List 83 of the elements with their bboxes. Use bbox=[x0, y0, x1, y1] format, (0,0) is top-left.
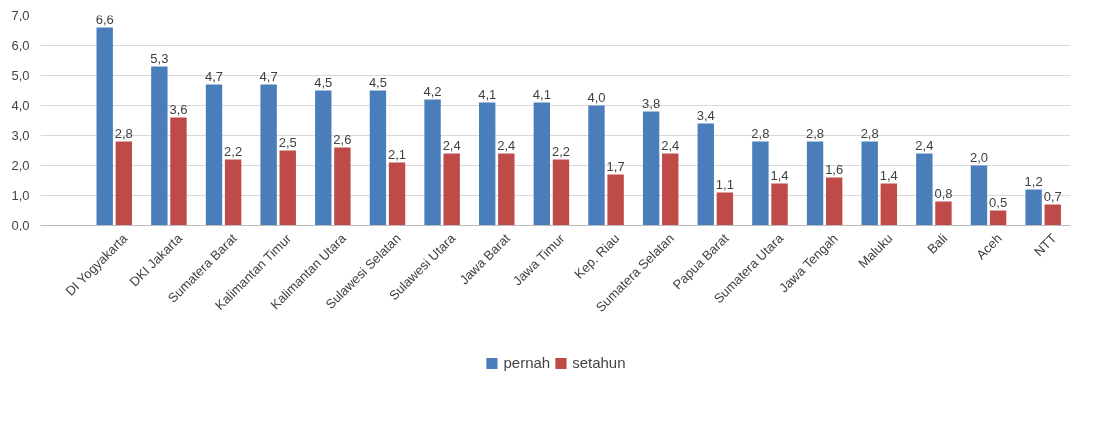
y-tick-label: 5,0 bbox=[11, 68, 30, 83]
bar bbox=[861, 141, 878, 226]
data-label: 2,2 bbox=[224, 143, 243, 159]
bar bbox=[151, 66, 168, 226]
y-tick-label: 7,0 bbox=[11, 8, 30, 23]
data-label: 4,2 bbox=[423, 83, 442, 99]
bar bbox=[1025, 189, 1042, 226]
bar bbox=[224, 159, 242, 226]
bar bbox=[260, 84, 277, 226]
data-label: 1,1 bbox=[715, 176, 734, 192]
data-label: 1,7 bbox=[606, 158, 625, 174]
y-tick-label: 0,0 bbox=[11, 218, 30, 233]
bar bbox=[716, 192, 734, 226]
data-label: 2,8 bbox=[806, 125, 825, 141]
data-label: 3,6 bbox=[169, 101, 188, 117]
y-tick-label: 6,0 bbox=[11, 38, 30, 53]
data-label: 2,6 bbox=[333, 131, 352, 147]
data-label: 4,1 bbox=[532, 86, 551, 102]
data-label: 4,0 bbox=[587, 89, 606, 105]
bar bbox=[334, 147, 351, 226]
data-label: 4,5 bbox=[368, 74, 387, 90]
data-label: 1,6 bbox=[825, 161, 844, 177]
data-label: 4,1 bbox=[478, 86, 497, 102]
data-label: 0,7 bbox=[1043, 188, 1062, 204]
data-label: 1,4 bbox=[770, 167, 789, 183]
bar bbox=[279, 150, 296, 226]
data-label: 1,2 bbox=[1024, 173, 1043, 189]
bar bbox=[424, 99, 441, 226]
bar bbox=[752, 141, 769, 226]
x-tick-label: Kep. Riau bbox=[571, 230, 623, 282]
data-label: 2,8 bbox=[114, 125, 133, 141]
data-label: 0,5 bbox=[989, 194, 1008, 210]
data-label: 2,2 bbox=[551, 143, 571, 159]
data-label: 4,5 bbox=[314, 74, 333, 90]
data-label: 4,7 bbox=[259, 68, 278, 84]
data-label: 3,4 bbox=[696, 107, 715, 123]
bar bbox=[916, 153, 933, 226]
y-tick-label: 4,0 bbox=[11, 98, 30, 113]
bar bbox=[642, 111, 660, 226]
bar bbox=[115, 141, 133, 226]
bar bbox=[607, 174, 624, 226]
bar bbox=[205, 84, 223, 226]
data-label: 3,8 bbox=[642, 95, 661, 111]
bar bbox=[315, 90, 332, 226]
data-label: 2,5 bbox=[278, 134, 297, 150]
bar bbox=[989, 210, 1007, 226]
data-label: 4,7 bbox=[204, 68, 224, 84]
data-label: 2,8 bbox=[860, 125, 879, 141]
bar bbox=[96, 27, 113, 226]
legend-label: pernah bbox=[503, 354, 551, 371]
bar bbox=[533, 102, 551, 226]
bar bbox=[170, 117, 187, 226]
bar bbox=[388, 162, 406, 226]
bar bbox=[479, 102, 496, 226]
bar bbox=[697, 123, 714, 226]
data-label: 2,4 bbox=[497, 137, 516, 153]
y-tick-label: 2,0 bbox=[11, 158, 30, 173]
bar bbox=[935, 201, 952, 226]
bar bbox=[552, 159, 570, 226]
bar bbox=[880, 183, 898, 226]
bar bbox=[662, 153, 679, 226]
bar bbox=[806, 141, 824, 226]
data-label: 2,4 bbox=[661, 137, 680, 153]
bar bbox=[369, 90, 387, 226]
bar bbox=[1044, 204, 1061, 226]
bar bbox=[970, 165, 988, 226]
data-label: 0,8 bbox=[934, 185, 953, 201]
data-label: 2,1 bbox=[388, 146, 407, 162]
bar bbox=[498, 153, 515, 226]
bar bbox=[825, 177, 843, 226]
data-label: 2,4 bbox=[442, 137, 461, 153]
bar bbox=[588, 105, 605, 226]
y-tick-label: 3,0 bbox=[11, 128, 30, 143]
bar bbox=[443, 153, 460, 226]
data-label: 1,4 bbox=[879, 167, 898, 183]
y-tick-label: 1,0 bbox=[11, 188, 30, 203]
legend-label: setahun bbox=[572, 354, 626, 371]
data-label: 2,4 bbox=[915, 137, 934, 153]
data-label: 5,3 bbox=[150, 50, 169, 66]
bar bbox=[771, 183, 788, 226]
x-tick-label: Bali bbox=[924, 230, 951, 257]
data-label: 2,0 bbox=[969, 149, 989, 165]
data-label: 2,8 bbox=[751, 125, 770, 141]
